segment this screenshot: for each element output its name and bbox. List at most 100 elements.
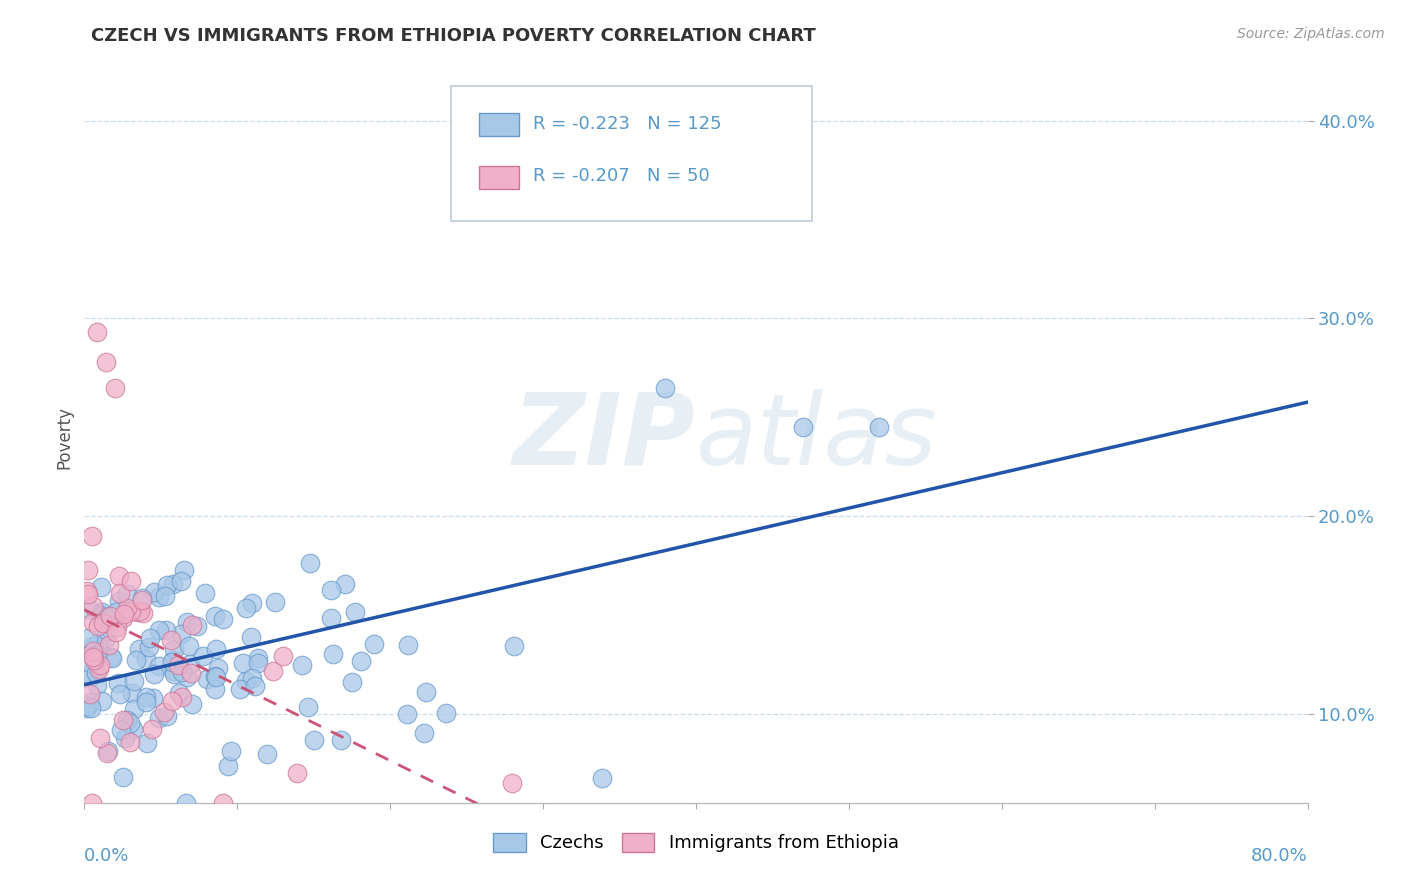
Point: [246, 656, 269, 670]
Point: [160, 693, 183, 707]
Point: [148, 711, 170, 725]
Point: [205, 670, 228, 684]
Point: [291, 658, 314, 673]
Point: [232, 656, 254, 670]
Point: [204, 681, 226, 696]
Point: [217, 758, 239, 772]
FancyBboxPatch shape: [479, 113, 519, 136]
Point: [155, 577, 177, 591]
Point: [395, 707, 418, 722]
Point: [396, 638, 419, 652]
Point: [176, 615, 198, 629]
Point: [125, 653, 148, 667]
Point: [82, 650, 104, 665]
Point: [156, 709, 179, 723]
Point: [139, 631, 162, 645]
Point: [502, 776, 524, 790]
Point: [179, 657, 201, 672]
Point: [322, 647, 344, 661]
Point: [121, 686, 143, 700]
Point: [111, 611, 134, 625]
Point: [115, 586, 138, 600]
Point: [194, 586, 217, 600]
Point: [654, 381, 676, 395]
Point: [363, 637, 385, 651]
Point: [105, 624, 128, 639]
Point: [160, 632, 183, 647]
Point: [135, 736, 157, 750]
Point: [94, 355, 117, 369]
Point: [163, 666, 186, 681]
Point: [271, 648, 294, 663]
Point: [90, 608, 112, 623]
Point: [170, 574, 193, 589]
Point: [77, 602, 100, 616]
Point: [503, 639, 526, 653]
Text: 0.0%: 0.0%: [84, 847, 129, 864]
Point: [162, 652, 184, 666]
Point: [148, 623, 170, 637]
Point: [86, 678, 108, 692]
Point: [204, 608, 226, 623]
Point: [212, 612, 235, 626]
Point: [115, 601, 138, 615]
Point: [186, 619, 208, 633]
Point: [98, 609, 121, 624]
Point: [179, 640, 201, 654]
Point: [122, 722, 145, 736]
Point: [148, 659, 170, 673]
Point: [131, 591, 153, 605]
Point: [180, 665, 202, 680]
Point: [90, 580, 112, 594]
Point: [207, 661, 229, 675]
Point: [82, 644, 104, 658]
Point: [76, 587, 98, 601]
Point: [152, 706, 174, 720]
Point: [170, 626, 193, 640]
Point: [128, 604, 150, 618]
Point: [104, 381, 127, 395]
Point: [792, 420, 814, 434]
Point: [118, 734, 141, 748]
Point: [415, 685, 437, 699]
Point: [101, 650, 124, 665]
Point: [110, 723, 132, 738]
Point: [191, 649, 214, 664]
Point: [148, 591, 170, 605]
Point: [128, 642, 150, 657]
Point: [242, 671, 264, 685]
Point: [97, 744, 120, 758]
Point: [212, 796, 235, 810]
Point: [162, 577, 184, 591]
Point: [83, 653, 105, 667]
Point: [115, 713, 138, 727]
Point: [82, 639, 104, 653]
Point: [204, 669, 226, 683]
Y-axis label: Poverty: Poverty: [55, 406, 73, 468]
Point: [112, 607, 135, 622]
Point: [180, 617, 202, 632]
Point: [79, 687, 101, 701]
Point: [82, 615, 104, 629]
Point: [97, 638, 120, 652]
Point: [176, 670, 198, 684]
Point: [107, 568, 129, 582]
Point: [173, 563, 195, 577]
Point: [131, 592, 153, 607]
Point: [100, 649, 122, 664]
Point: [172, 665, 194, 679]
Point: [413, 726, 436, 740]
Point: [122, 702, 145, 716]
Point: [163, 641, 186, 656]
Point: [591, 772, 613, 786]
Legend: Czechs, Immigrants from Ethiopia: Czechs, Immigrants from Ethiopia: [486, 826, 905, 860]
Point: [135, 690, 157, 704]
Point: [79, 656, 101, 670]
Point: [76, 699, 98, 714]
Point: [76, 584, 98, 599]
Point: [132, 606, 155, 620]
Point: [170, 690, 193, 704]
Point: [285, 766, 308, 780]
Point: [94, 610, 117, 624]
Point: [174, 796, 197, 810]
